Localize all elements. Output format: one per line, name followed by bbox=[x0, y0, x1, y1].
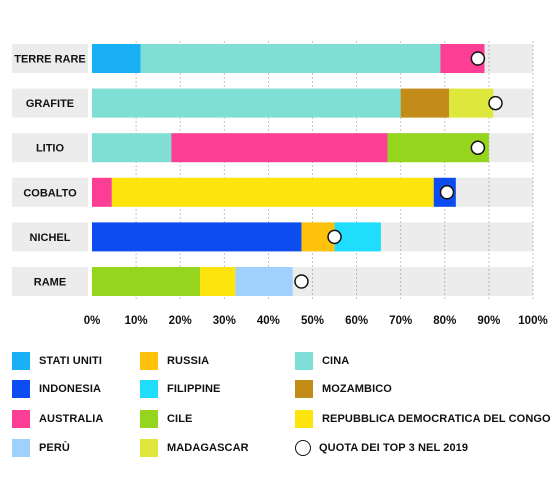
x-tick-label: 30% bbox=[213, 315, 236, 327]
legend-label: QUOTA DEI TOP 3 NEL 2019 bbox=[319, 442, 469, 454]
x-tick-label: 40% bbox=[257, 315, 280, 327]
legend-item: PERÙ bbox=[12, 437, 70, 459]
legend-swatch bbox=[140, 352, 158, 370]
category-label: COBALTO bbox=[23, 187, 77, 199]
bar-segment bbox=[400, 88, 450, 118]
legend-label: RUSSIA bbox=[167, 355, 210, 367]
bar-segment bbox=[200, 267, 236, 296]
x-tick-label: 80% bbox=[433, 315, 456, 327]
legend-swatch bbox=[140, 380, 158, 398]
legend-label: INDONESIA bbox=[39, 383, 102, 395]
category-label-box bbox=[12, 88, 88, 118]
category-label: NICHEL bbox=[30, 232, 71, 244]
bar-segment bbox=[235, 267, 293, 296]
legend-item: MOZAMBICO bbox=[295, 378, 392, 400]
legend-item: MADAGASCAR bbox=[140, 437, 249, 459]
category-label: RAME bbox=[34, 277, 66, 289]
legend-item: CILE bbox=[140, 408, 192, 430]
legend-swatch bbox=[140, 439, 158, 457]
bar-segment bbox=[111, 177, 434, 207]
x-tick-label: 0% bbox=[84, 315, 101, 327]
category-label-box bbox=[12, 222, 88, 252]
legend-label: MOZAMBICO bbox=[322, 383, 392, 395]
legend-label: STATI UNITI bbox=[39, 355, 103, 367]
legend-label: CILE bbox=[167, 413, 193, 425]
top3-2019-marker bbox=[294, 274, 309, 289]
bar-segment bbox=[171, 133, 388, 163]
top3-2019-marker bbox=[470, 51, 486, 66]
x-tick-label: 20% bbox=[169, 315, 192, 327]
x-tick-label: 10% bbox=[125, 315, 148, 327]
bar-segment bbox=[92, 44, 141, 73]
legend-swatch bbox=[12, 380, 30, 398]
legend-item: REPUBBLICA DEMOCRATICA DEL CONGO bbox=[295, 408, 551, 430]
bar-segment bbox=[334, 222, 381, 252]
legend-swatch bbox=[295, 380, 313, 398]
x-tick-label: 70% bbox=[389, 315, 412, 327]
top3-2019-marker bbox=[327, 229, 342, 245]
legend-item: AUSTRALIA bbox=[12, 408, 103, 430]
legend-item: INDONESIA bbox=[12, 378, 101, 400]
legend-label: FILIPPINE bbox=[167, 383, 221, 395]
legend-label: PERÙ bbox=[39, 442, 70, 454]
legend-item: FILIPPINE bbox=[140, 378, 220, 400]
category-label: TERRE RARE bbox=[14, 54, 86, 66]
category-label-box bbox=[12, 267, 88, 296]
category-label: GRAFITE bbox=[26, 98, 74, 110]
legend-item: RUSSIA bbox=[140, 350, 209, 372]
category-label-box bbox=[12, 44, 88, 73]
category-label: LITIO bbox=[36, 143, 65, 155]
stacked-bar-chart: TERRE RAREGRAFITELITIOCOBALTONICHELRAME … bbox=[12, 41, 548, 327]
bar-segment bbox=[92, 133, 172, 163]
legend-swatch bbox=[140, 410, 158, 428]
legend-item: QUOTA DEI TOP 3 NEL 2019 bbox=[295, 437, 468, 459]
legend-swatch bbox=[12, 352, 30, 370]
x-tick-label: 50% bbox=[301, 315, 324, 327]
bar-segment bbox=[92, 267, 201, 296]
legend-marker-circle bbox=[295, 440, 311, 456]
bar-segment bbox=[140, 44, 441, 73]
bar-segment bbox=[92, 177, 112, 207]
x-tick-label: 90% bbox=[477, 315, 500, 327]
bar-segment bbox=[449, 88, 494, 118]
top3-2019-marker bbox=[470, 140, 486, 155]
legend-label: AUSTRALIA bbox=[39, 413, 104, 425]
legend-item: CINA bbox=[295, 350, 349, 372]
bar-segment bbox=[92, 88, 401, 118]
legend-label: REPUBBLICA DEMOCRATICA DEL CONGO bbox=[322, 413, 551, 425]
legend-swatch bbox=[12, 410, 30, 428]
legend-item: STATI UNITI bbox=[12, 350, 102, 372]
legend-label: CINA bbox=[322, 355, 350, 367]
top3-2019-marker bbox=[488, 95, 503, 111]
x-tick-label: 100% bbox=[518, 315, 547, 327]
legend-swatch bbox=[295, 410, 313, 428]
category-label-box bbox=[12, 133, 88, 163]
top3-2019-marker bbox=[439, 185, 455, 200]
bar-segment bbox=[92, 222, 302, 252]
legend-swatch bbox=[295, 352, 313, 370]
legend-swatch bbox=[12, 439, 30, 457]
x-tick-label: 60% bbox=[345, 315, 368, 327]
legend-label: MADAGASCAR bbox=[167, 442, 249, 454]
category-label-box bbox=[12, 177, 88, 207]
